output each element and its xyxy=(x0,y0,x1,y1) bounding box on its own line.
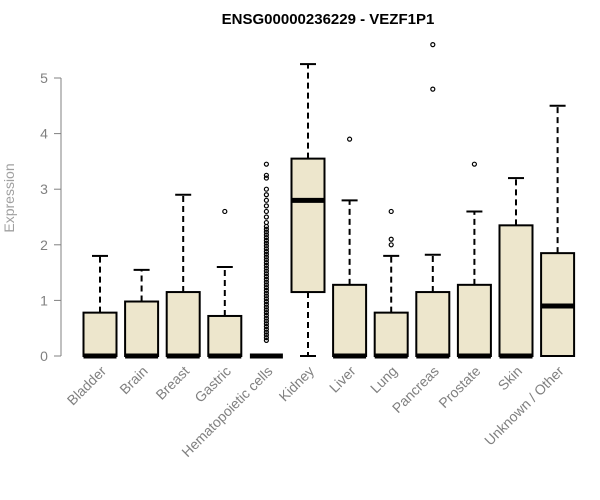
outlier-hematopoietic-cells-30 xyxy=(263,254,269,260)
outlier-hematopoietic-cells-32 xyxy=(263,248,269,255)
outlier-hematopoietic-cells-9 xyxy=(263,312,269,319)
outlier-hematopoietic-cells-40 xyxy=(263,226,269,232)
outlier-pancreas-0 xyxy=(430,86,436,92)
outlier-hematopoietic-cells-35 xyxy=(263,240,269,246)
box-kidney xyxy=(290,157,326,294)
outlier-hematopoietic-cells-51 xyxy=(263,161,269,167)
outlier-hematopoietic-cells-48 xyxy=(263,186,269,192)
outlier-lung-2 xyxy=(388,208,394,215)
outlier-hematopoietic-cells-38 xyxy=(263,232,269,238)
y-tick-label-1: 1 xyxy=(40,292,48,308)
outlier-hematopoietic-cells-25 xyxy=(263,268,269,274)
outlier-hematopoietic-cells-33 xyxy=(263,246,269,252)
y-tick-label-2: 2 xyxy=(40,237,48,253)
outlier-hematopoietic-cells-2 xyxy=(263,332,269,338)
box-breast xyxy=(165,291,201,357)
outlier-hematopoietic-cells-24 xyxy=(263,271,269,277)
outlier-hematopoietic-cells-13 xyxy=(263,301,269,307)
outlier-hematopoietic-cells-14 xyxy=(263,298,269,305)
box-skin xyxy=(498,224,534,357)
outlier-hematopoietic-cells-47 xyxy=(263,192,269,198)
outlier-hematopoietic-cells-17 xyxy=(263,290,269,296)
outlier-hematopoietic-cells-45 xyxy=(263,203,269,209)
box-lung xyxy=(373,311,409,357)
outlier-hematopoietic-cells-15 xyxy=(263,296,269,302)
box-brain xyxy=(124,300,160,357)
x-tick-label-skin: Skin xyxy=(495,363,526,394)
outlier-hematopoietic-cells-12 xyxy=(263,304,269,310)
outlier-hematopoietic-cells-31 xyxy=(263,251,269,257)
outlier-hematopoietic-cells-16 xyxy=(263,293,269,299)
outlier-hematopoietic-cells-5 xyxy=(263,323,269,330)
x-tick-label-prostate: Prostate xyxy=(435,363,483,411)
outlier-hematopoietic-cells-37 xyxy=(263,234,269,241)
x-tick-label-liver: Liver xyxy=(326,363,359,396)
outlier-hematopoietic-cells-28 xyxy=(263,259,269,266)
outlier-lung-1 xyxy=(388,236,394,242)
outlier-hematopoietic-cells-26 xyxy=(263,265,269,271)
outlier-hematopoietic-cells-50 xyxy=(263,172,269,178)
outlier-hematopoietic-cells-42 xyxy=(263,219,269,226)
outlier-gastric-0 xyxy=(222,208,228,215)
outlier-hematopoietic-cells-27 xyxy=(263,262,269,268)
outlier-hematopoietic-cells-8 xyxy=(263,315,269,321)
y-tick-label-0: 0 xyxy=(40,348,48,364)
x-tick-label-kidney: Kidney xyxy=(276,363,318,405)
outlier-hematopoietic-cells-21 xyxy=(263,279,269,285)
outlier-hematopoietic-cells-4 xyxy=(263,326,269,332)
outlier-hematopoietic-cells-18 xyxy=(263,287,269,293)
y-tick-label-5: 5 xyxy=(40,70,48,86)
outlier-hematopoietic-cells-0 xyxy=(263,337,269,344)
outlier-hematopoietic-cells-46 xyxy=(263,197,269,203)
outlier-hematopoietic-cells-44 xyxy=(263,208,269,215)
outlier-hematopoietic-cells-20 xyxy=(263,282,269,288)
x-tick-label-brain: Brain xyxy=(116,363,150,397)
chart-title: ENSG00000236229 - VEZF1P1 xyxy=(222,11,435,28)
outlier-hematopoietic-cells-22 xyxy=(263,276,269,282)
outlier-hematopoietic-cells-36 xyxy=(263,237,269,243)
outlier-hematopoietic-cells-11 xyxy=(263,307,269,313)
x-tick-label-lung: Lung xyxy=(367,363,400,396)
y-axis-label: Expression xyxy=(1,163,17,232)
box-bladder xyxy=(82,311,118,357)
outlier-hematopoietic-cells-23 xyxy=(263,273,269,280)
x-tick-label-breast: Breast xyxy=(152,363,192,403)
outlier-hematopoietic-cells-7 xyxy=(263,318,269,324)
outlier-hematopoietic-cells-39 xyxy=(263,229,269,235)
outlier-hematopoietic-cells-43 xyxy=(263,214,269,220)
y-tick-label-3: 3 xyxy=(40,181,48,197)
outlier-hematopoietic-cells-3 xyxy=(263,329,269,335)
box-prostate xyxy=(456,283,492,357)
box-pancreas xyxy=(415,291,451,357)
outlier-hematopoietic-cells-1 xyxy=(263,335,269,341)
outlier-hematopoietic-cells-10 xyxy=(263,310,269,316)
outlier-liver-0 xyxy=(347,136,353,142)
outlier-hematopoietic-cells-29 xyxy=(263,257,269,263)
outlier-prostate-0 xyxy=(471,161,477,167)
outlier-hematopoietic-cells-49 xyxy=(263,175,269,181)
box-liver xyxy=(332,283,368,357)
outlier-hematopoietic-cells-34 xyxy=(263,243,269,249)
box-gastric xyxy=(207,314,243,357)
outlier-hematopoietic-cells-6 xyxy=(263,321,269,327)
outlier-lung-0 xyxy=(388,242,394,248)
x-tick-label-bladder: Bladder xyxy=(64,363,110,409)
outlier-hematopoietic-cells-19 xyxy=(263,285,269,291)
x-tick-label-unknown-other: Unknown / Other xyxy=(481,363,567,449)
y-tick-label-4: 4 xyxy=(40,126,48,142)
outlier-pancreas-1 xyxy=(430,42,436,48)
